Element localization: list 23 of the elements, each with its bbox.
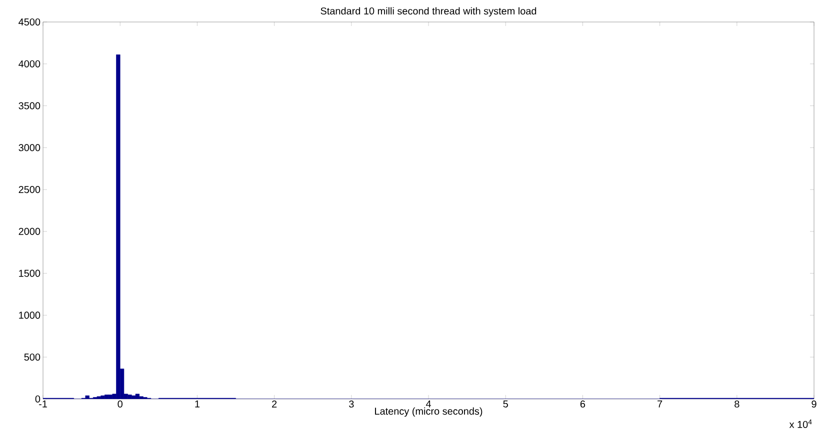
x-tick-label: 2 [272,400,277,408]
x-tick-label: 0 [118,400,122,408]
x-tick-label: 3 [349,400,354,408]
y-tick-label: 1000 [19,312,40,319]
y-tick-label: 4000 [18,60,40,68]
x-tick-label: 5 [503,400,508,408]
x-tick-label: 7 [658,400,662,408]
y-tick-label: 2500 [18,186,40,194]
y-tick-label: 3000 [18,144,40,152]
chart-title: Standard 10 milli second thread with system load [320,7,536,16]
x-tick-label: 1 [195,400,200,408]
y-tick-label: 500 [24,354,40,361]
y-tick-label: 3500 [18,102,40,110]
y-tick-label: 4500 [18,18,40,26]
x-tick-label: 8 [734,400,740,408]
x-tick-label: 4 [426,400,431,408]
y-tick-label: 1500 [19,270,40,277]
text: x 10$^{4}$ [789,420,812,428]
x-tick-label: 6 [580,400,586,408]
y-tick-label: 2000 [18,228,40,235]
x-tick-label: -1 [39,400,47,408]
x-tick-label: 9 [812,400,816,408]
x-axis-title: Latency (micro seconds) [375,407,482,417]
